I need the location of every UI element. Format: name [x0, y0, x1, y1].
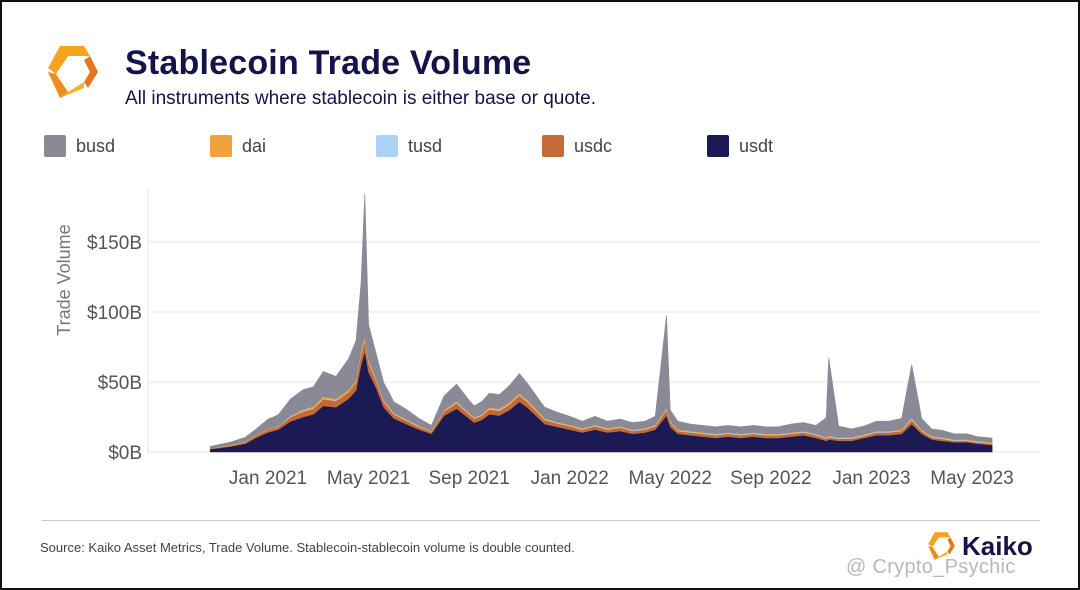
legend-label-tusd: tusd	[408, 135, 443, 156]
area-series-busd	[209, 193, 993, 449]
kaiko-brand-icon	[928, 532, 955, 560]
legend-item-usdc: usdc	[542, 133, 612, 159]
stacked-area-chart: $0B $50B $100B $150B Jan 2021 May 2021 Sep 20…	[54, 190, 1040, 489]
legend-item-dai: dai	[210, 133, 266, 159]
y-tick-label: $50B	[98, 373, 142, 394]
watermark: @ Crypto_Psychic	[846, 556, 1016, 578]
legend-item-usdt: usdt	[707, 133, 773, 159]
x-tick-label: Jan 2023	[832, 468, 910, 489]
x-tick-label: Jan 2022	[531, 468, 609, 489]
chart-title: Stablecoin Trade Volume	[125, 44, 532, 82]
legend: busd dai tusd usdc usdt	[44, 133, 944, 159]
y-tick-label: $150B	[87, 233, 142, 254]
chart-subtitle: All instruments where stablecoin is eith…	[125, 88, 597, 109]
x-tick-label: May 2022	[629, 468, 712, 489]
legend-label-dai: dai	[242, 135, 267, 156]
legend-swatch-usdt	[707, 135, 729, 157]
legend-label-usdt: usdt	[739, 135, 774, 156]
y-tick-label: $0B	[108, 443, 142, 464]
x-axis-ticks: Jan 2021 May 2021 Sep 2021 Jan 2022 May 2022…	[229, 468, 1014, 489]
y-axis-label: Trade Volume	[54, 224, 74, 335]
brand: Kaiko	[924, 530, 1033, 562]
y-tick-label: $100B	[87, 303, 142, 324]
legend-swatch-busd	[44, 135, 66, 157]
legend-swatch-usdc	[542, 135, 564, 157]
x-tick-label: Sep 2022	[730, 468, 811, 489]
legend-swatch-tusd	[376, 135, 398, 157]
x-tick-label: Sep 2021	[428, 468, 509, 489]
kaiko-logo-icon	[48, 46, 98, 98]
legend-item-tusd: tusd	[376, 133, 442, 159]
legend-item-busd: busd	[44, 133, 115, 159]
legend-label-usdc: usdc	[574, 135, 613, 156]
legend-swatch-dai	[210, 135, 232, 157]
source-note: Source: Kaiko Asset Metrics, Trade Volum…	[40, 540, 575, 555]
brand-name: Kaiko	[962, 530, 1033, 561]
footer-divider	[42, 520, 1040, 521]
legend-label-busd: busd	[76, 135, 116, 156]
x-tick-label: May 2021	[327, 468, 410, 489]
x-tick-label: Jan 2021	[229, 468, 307, 489]
y-axis-ticks: $0B $50B $100B $150B	[87, 233, 142, 464]
series-areas	[209, 193, 993, 453]
x-tick-label: May 2023	[930, 468, 1013, 489]
